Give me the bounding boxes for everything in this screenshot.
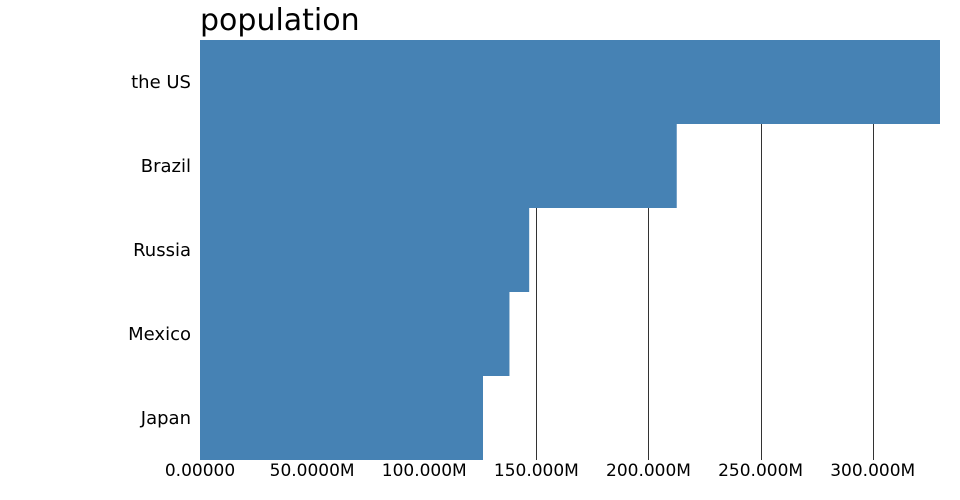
x-tick-label: 250.000M <box>718 461 803 481</box>
bars <box>200 40 940 460</box>
category-label: Brazil <box>141 156 191 177</box>
category-label: the US <box>131 72 191 93</box>
bar <box>200 208 530 292</box>
x-axis-tick-labels: 0.00000 50.0000M 100.000M 150.000M 200.000M 2… <box>165 461 915 481</box>
x-tick-label: 100.000M <box>382 461 467 481</box>
category-label: Russia <box>133 240 191 261</box>
x-tick-label: 0.00000 <box>165 461 235 481</box>
bar <box>200 40 940 124</box>
x-tick-label: 300.000M <box>830 461 915 481</box>
x-tick-label: 150.000M <box>494 461 579 481</box>
bar <box>200 376 483 460</box>
x-tick-label: 200.000M <box>606 461 691 481</box>
x-tick-label: 50.0000M <box>270 461 355 481</box>
category-label: Mexico <box>128 324 191 345</box>
bar <box>200 292 510 376</box>
category-labels: the US Brazil Russia Mexico Japan <box>128 72 191 429</box>
bar <box>200 124 677 208</box>
chart-title: population <box>200 3 360 38</box>
category-label: Japan <box>140 408 191 429</box>
